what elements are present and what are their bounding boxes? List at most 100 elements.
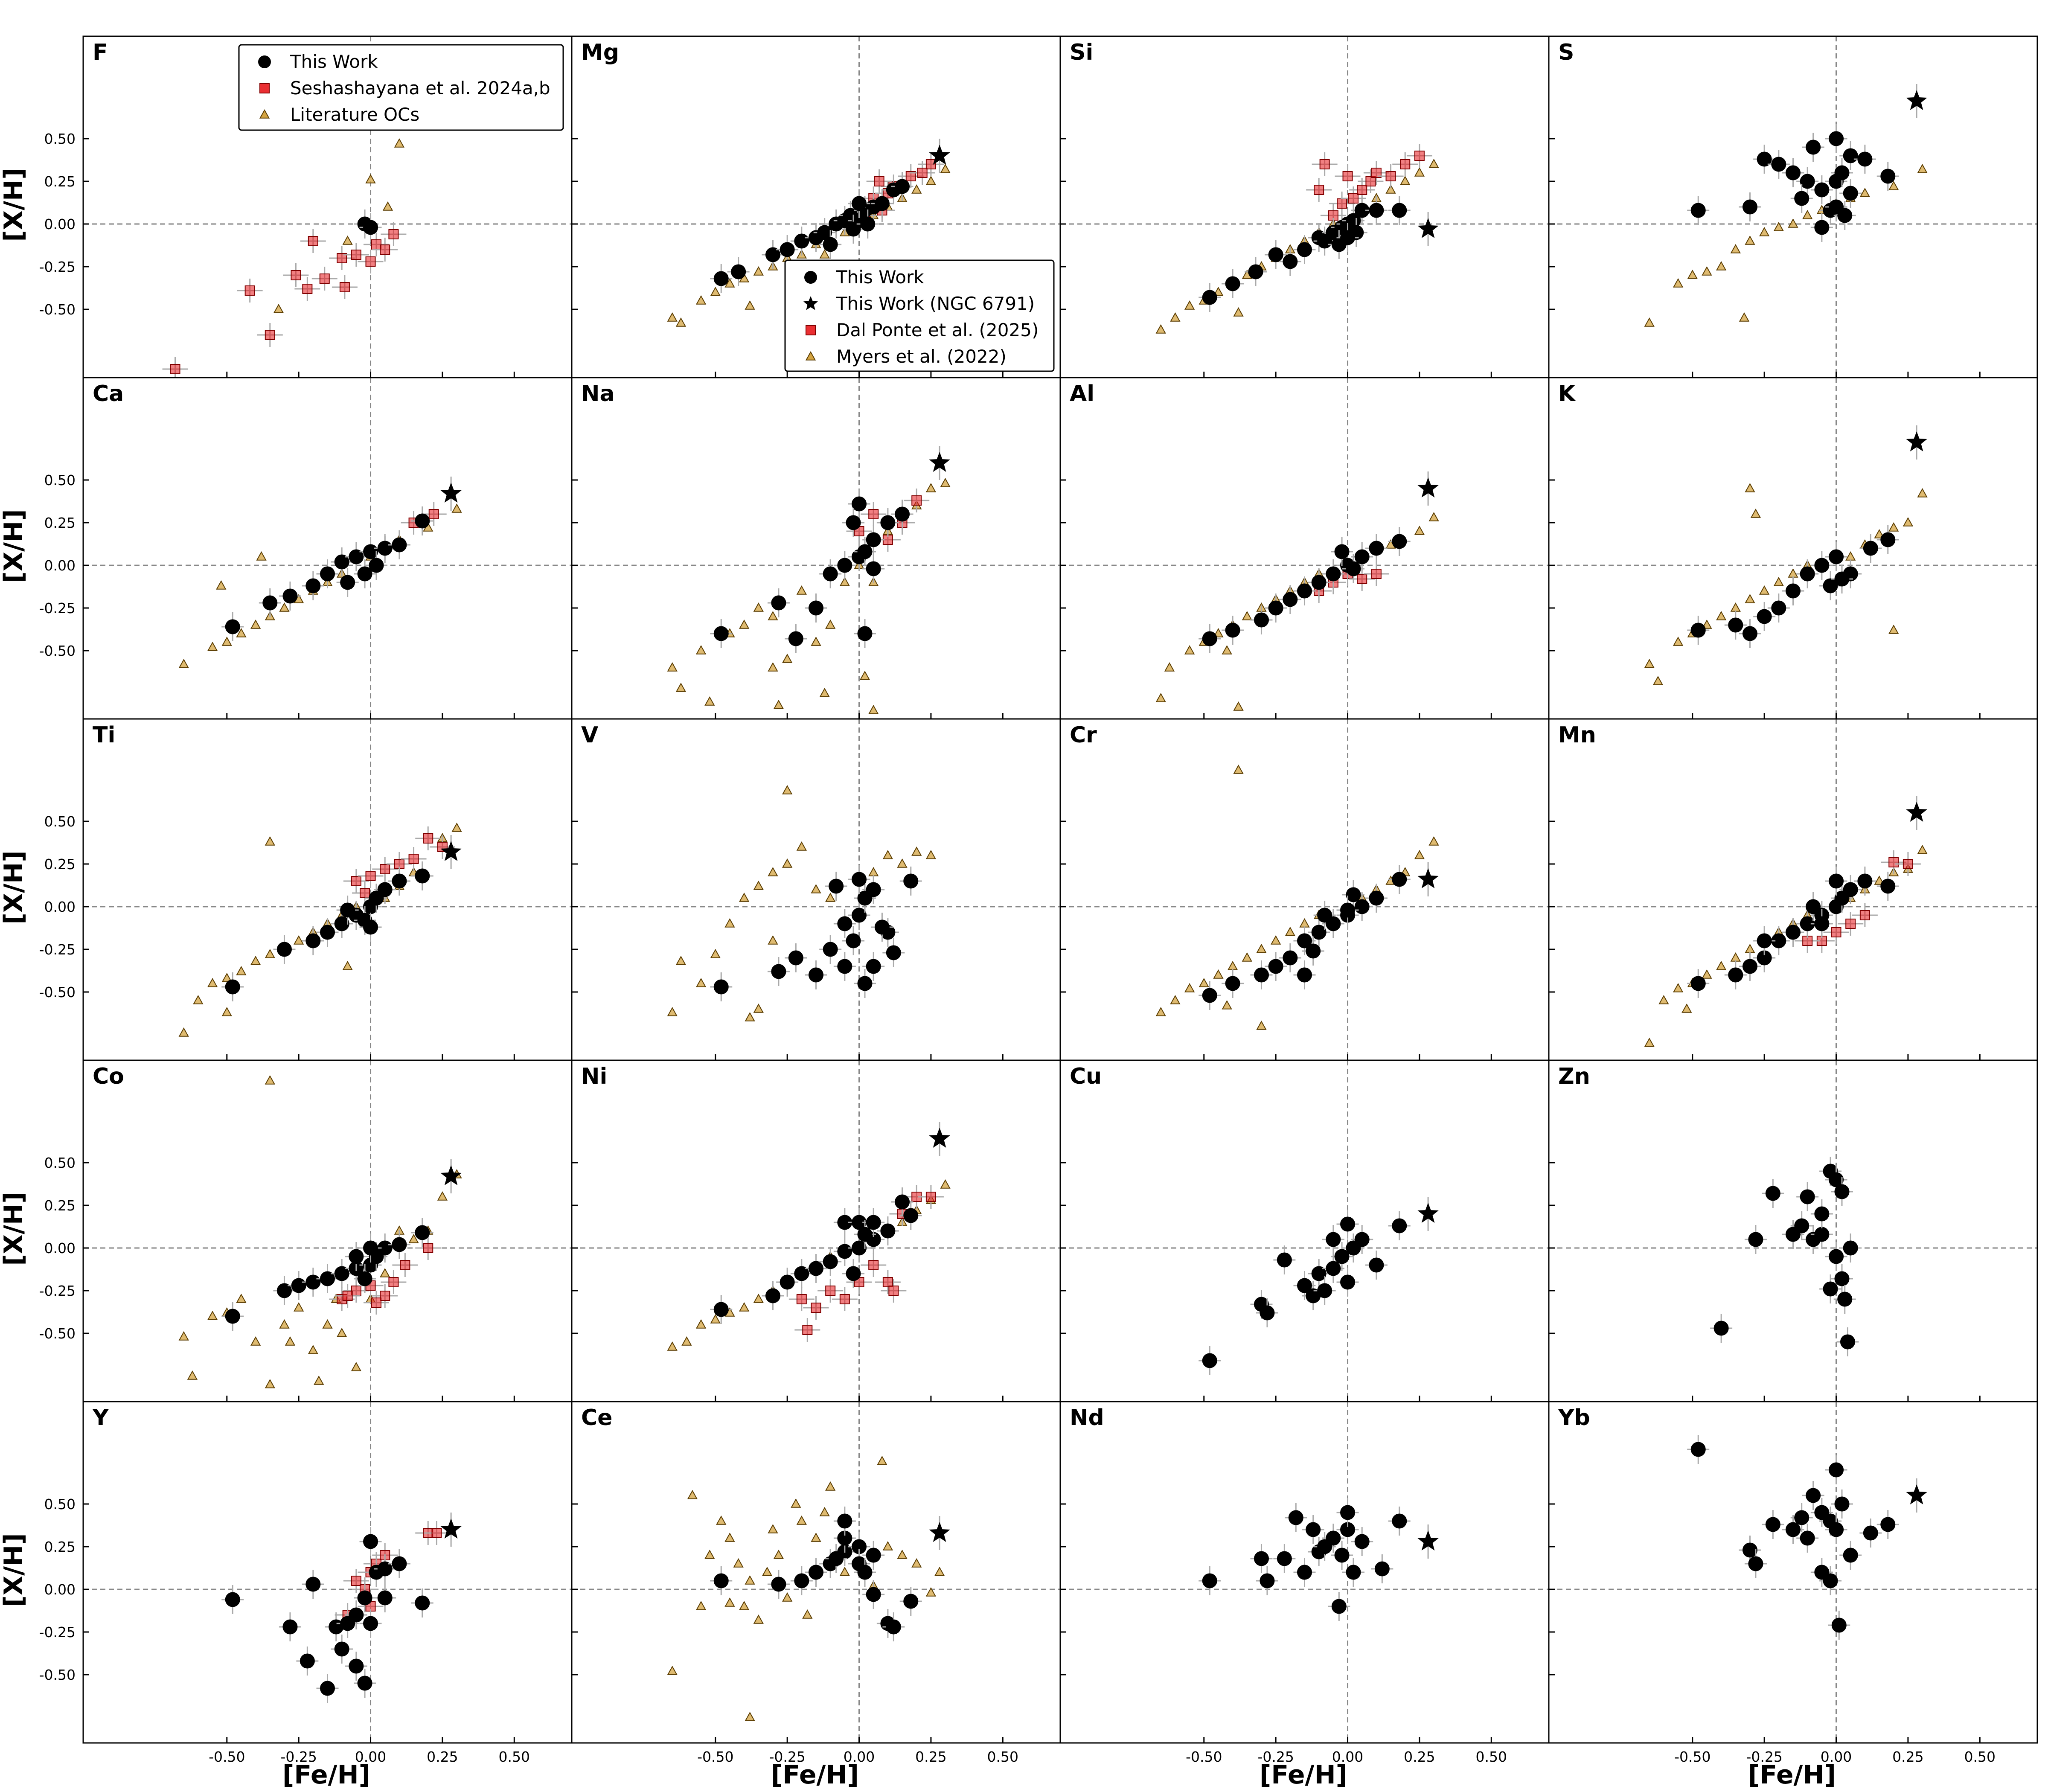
triangle-point <box>739 619 750 629</box>
panel-cu: Cu <box>1059 1059 1550 1402</box>
star-point <box>929 1128 950 1148</box>
panel-s: S <box>1548 35 2038 378</box>
triangle-point <box>1285 926 1295 936</box>
square-point <box>244 285 255 296</box>
star-point <box>929 452 950 472</box>
y-tick-label: 0.25 <box>44 173 76 190</box>
square-point <box>1357 185 1367 195</box>
triangle-point <box>897 858 908 868</box>
circle-point <box>357 1676 372 1691</box>
star-point <box>440 483 462 503</box>
y-tick-label: 0.25 <box>44 1197 76 1214</box>
y-tick-label: 0.00 <box>44 557 76 574</box>
circle-point <box>1306 1522 1321 1537</box>
triangle-point <box>716 1515 727 1525</box>
circle-point <box>886 945 901 960</box>
square-point <box>170 364 180 374</box>
x-tick-label: -0.50 <box>209 1748 245 1765</box>
triangle-point <box>1164 662 1175 672</box>
triangle-point <box>342 960 353 970</box>
square-point <box>365 256 376 267</box>
triangle-point <box>1652 675 1664 685</box>
triangle-point <box>322 1319 333 1329</box>
triangle-point <box>782 858 793 868</box>
triangle-point <box>221 1007 232 1016</box>
circle-point <box>1297 967 1312 983</box>
circle-point <box>1786 583 1801 599</box>
circle-point <box>300 1653 315 1669</box>
triangle-point <box>667 1007 678 1016</box>
circle-point <box>837 558 852 573</box>
triangle-point <box>1213 969 1224 979</box>
triangle-point <box>825 892 836 902</box>
triangle-point <box>1716 261 1727 271</box>
circle-point <box>852 196 867 211</box>
triangle-point <box>925 849 937 859</box>
triangle-point <box>1256 943 1267 953</box>
y-tick-label: 0.50 <box>44 472 76 489</box>
circle-point <box>392 1237 407 1252</box>
triangle-point <box>1888 624 1899 634</box>
circle-point <box>1254 612 1269 628</box>
triangle-point <box>882 849 893 859</box>
triangle-point <box>839 1566 850 1576</box>
circle-point <box>1742 1542 1757 1558</box>
panel-na: Na <box>571 377 1061 720</box>
y-tick-label: -0.25 <box>39 1624 76 1641</box>
circle-point <box>846 221 861 237</box>
square-point <box>905 171 916 181</box>
circle-point <box>1834 165 1850 180</box>
triangle-point <box>1428 836 1439 846</box>
triangle-point <box>1155 1007 1166 1016</box>
circle-point <box>282 588 298 604</box>
circle-point <box>320 1271 335 1286</box>
circle-point <box>1202 988 1217 1003</box>
y-tick-label: 0.00 <box>44 899 76 915</box>
triangle-point <box>293 935 304 945</box>
y-tick-label: -0.50 <box>39 984 76 1001</box>
circle-point <box>1806 1488 1821 1503</box>
circle-point <box>1857 873 1873 889</box>
circle-point <box>1757 933 1772 948</box>
square-point <box>388 1277 399 1287</box>
circle-point <box>1814 1227 1830 1242</box>
triangle-point <box>1759 585 1770 595</box>
x-tick-label: 0.25 <box>1404 1748 1435 1765</box>
legend-marker-square <box>259 83 270 93</box>
triangle-point <box>762 1566 773 1576</box>
circle-point <box>1843 1548 1858 1563</box>
circle-point <box>334 1266 349 1281</box>
x-axis-label: [Fe/H] <box>771 1760 859 1790</box>
triangle-point <box>667 1665 678 1675</box>
circle-point <box>1880 169 1896 184</box>
circle-point <box>1369 541 1384 556</box>
circle-point <box>276 1283 292 1298</box>
triangle-point <box>796 841 807 851</box>
element-label: Si <box>1070 40 1093 65</box>
x-tick-label: 0.25 <box>1892 1748 1923 1765</box>
y-tick-label: 0.50 <box>44 1496 76 1513</box>
circle-point <box>334 916 349 931</box>
square-point <box>431 1528 442 1538</box>
circle-point <box>1326 566 1341 582</box>
triangle-point <box>437 1191 448 1201</box>
element-label: Ce <box>581 1405 612 1431</box>
circle-point <box>857 544 873 559</box>
circle-point <box>377 541 393 556</box>
square-point <box>423 1243 433 1253</box>
triangle-point <box>250 619 261 629</box>
circle-point <box>1829 1462 1844 1478</box>
square-point <box>839 1294 850 1304</box>
triangle-point <box>667 662 678 672</box>
legend-marker-circle <box>258 55 271 68</box>
triangle-point <box>265 948 275 958</box>
star-point <box>1417 477 1439 497</box>
circle-point <box>377 1590 393 1606</box>
circle-point <box>1354 899 1370 914</box>
triangle-point <box>236 1293 247 1303</box>
triangle-point <box>273 303 284 313</box>
triangle-point <box>753 1003 764 1013</box>
circle-point <box>866 1587 881 1602</box>
triangle-point <box>1400 175 1411 185</box>
triangle-point <box>265 836 275 846</box>
